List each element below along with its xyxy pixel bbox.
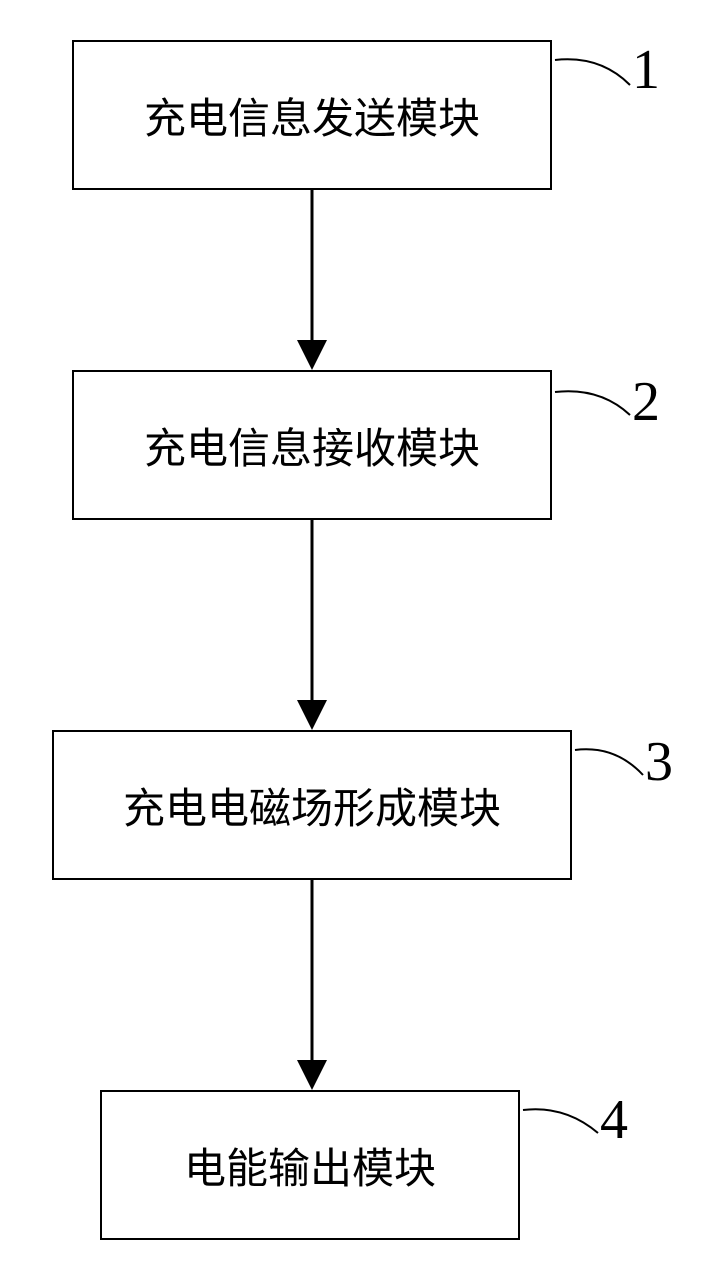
flow-node-3: 充电电磁场形成模块 [52,730,572,880]
leader-1 [555,59,630,85]
leader-4 [523,1109,598,1133]
flow-node-1: 充电信息发送模块 [72,40,552,190]
flow-node-1-text: 充电信息发送模块 [144,85,480,146]
flow-node-1-label: 1 [632,38,660,102]
flow-node-4-text: 电能输出模块 [184,1135,436,1196]
flow-node-2: 充电信息接收模块 [72,370,552,520]
flow-node-2-text: 充电信息接收模块 [144,415,480,476]
flow-node-3-label: 3 [645,730,673,794]
flow-node-2-label: 2 [632,370,660,434]
leader-3 [575,749,643,775]
flow-node-4-label: 4 [600,1088,628,1152]
flow-node-3-text: 充电电磁场形成模块 [123,775,501,836]
flow-node-4: 电能输出模块 [100,1090,520,1240]
leader-2 [555,391,630,415]
